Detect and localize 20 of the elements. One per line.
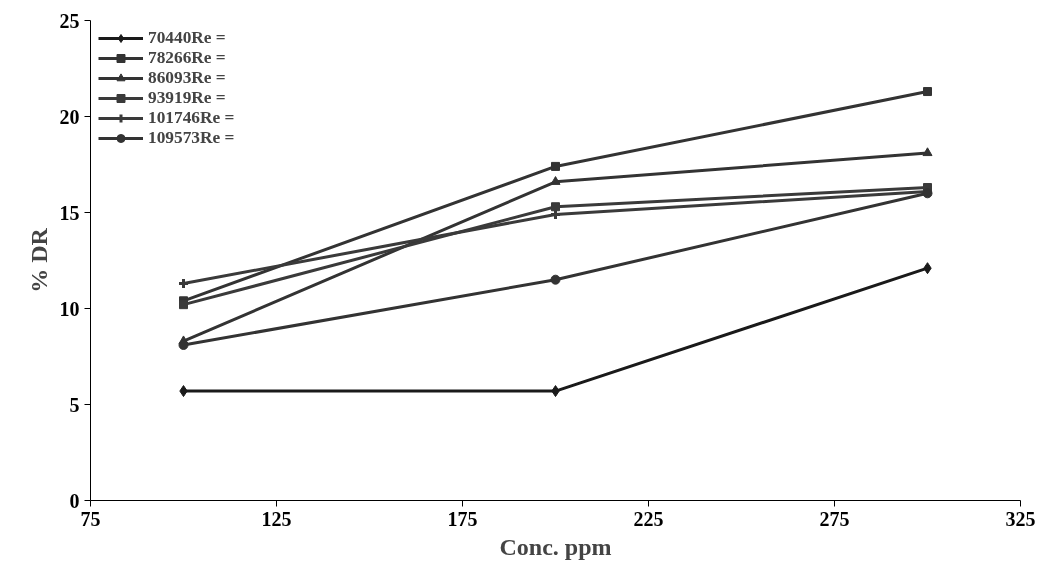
x-tick-label: 75 [80, 507, 101, 530]
y-tick-label: 20 [59, 105, 80, 128]
legend-label: 93919Re = [148, 88, 226, 108]
legend-label: 70440Re = [148, 28, 226, 48]
y-tick-label: 0 [69, 489, 80, 512]
y-tick-label: 5 [69, 393, 80, 416]
x-tick-label: 275 [819, 507, 850, 530]
x-tick-label: 325 [1005, 507, 1036, 530]
legend-label: 109573Re = [148, 128, 235, 148]
x-tick-label: 225 [633, 507, 664, 530]
y-axis-title: % DR [25, 227, 52, 293]
legend-label: 86093Re = [148, 68, 226, 88]
x-axis-title: Conc. ppm [499, 533, 612, 560]
y-tick-label: 10 [59, 297, 80, 320]
legend-label: 101746Re = [148, 108, 235, 128]
y-tick-label: 15 [59, 201, 80, 224]
x-tick-label: 125 [261, 507, 292, 530]
legend-label: 78266Re = [148, 48, 226, 68]
x-tick-label: 175 [447, 507, 478, 530]
y-tick-label: 25 [59, 9, 80, 32]
